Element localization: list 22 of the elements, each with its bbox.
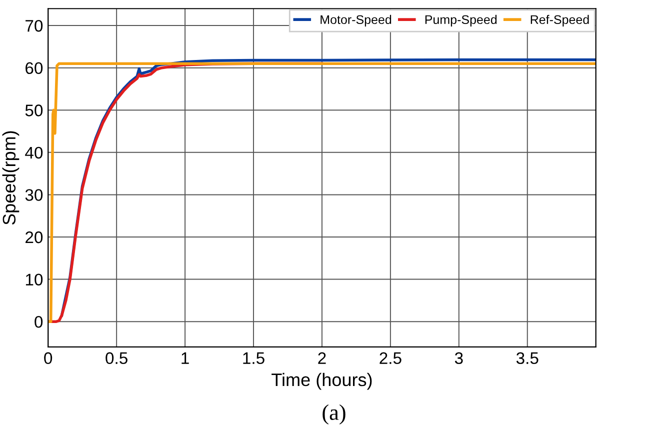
y-tick-label: 40 (25, 146, 43, 159)
x-tick-label: 1 (182, 352, 189, 364)
y-axis-title: Speed(rpm) (2, 131, 20, 225)
legend-label: Motor-Speed (320, 14, 392, 27)
y-tick-label: 30 (25, 189, 43, 201)
x-tick-label: 1.5 (243, 352, 264, 364)
y-tick-label: 70 (26, 20, 43, 32)
y-tick-label: 10 (26, 274, 43, 286)
y-tick-label: 60 (26, 62, 43, 74)
x-tick-label: 2.5 (380, 352, 402, 364)
y-tick-label: 0 (34, 316, 43, 328)
x-tick-label: 0 (44, 352, 52, 364)
legend-label: Pump-Speed (425, 14, 497, 27)
y-tick-label: 50 (25, 104, 43, 116)
text: (a) (322, 404, 346, 425)
x-tick-label: 2 (318, 352, 326, 364)
x-tick-label: 0.5 (106, 352, 128, 364)
y-tick-label: 20 (26, 231, 43, 244)
legend-label: Ref-Speed (530, 14, 589, 27)
x-tick-label: 3 (454, 352, 463, 364)
x-tick-label: 3.5 (516, 352, 538, 364)
x-axis-title: Time (hours) (272, 372, 372, 390)
